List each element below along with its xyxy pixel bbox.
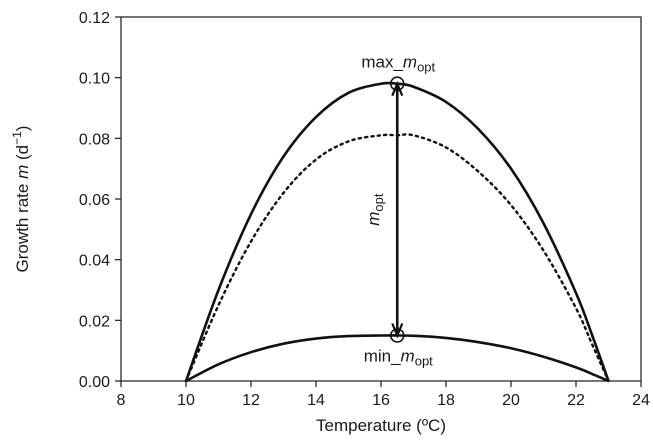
y-axis-title-unit: (d: [13, 145, 32, 165]
x-tick-label: 22: [567, 392, 585, 409]
y-tick-label: 0.12: [79, 10, 110, 27]
annotation-min-pre: min_: [364, 347, 401, 366]
marker-max: [389, 76, 405, 92]
arrow-layer: [391, 80, 404, 339]
y-tick-label: 0.06: [79, 192, 110, 209]
y-axis-title-var: m: [13, 165, 32, 179]
x-tick-label: 18: [437, 392, 455, 409]
y-axis-title: Growth rate m (d−1): [10, 126, 32, 273]
annotation-min-sub: opt: [415, 354, 433, 369]
x-tick-label: 16: [372, 392, 390, 409]
annotation-max-pre: max_: [361, 53, 403, 72]
y-axis-title-prefix: Growth rate: [13, 179, 32, 273]
y-tick-label: 0.00: [79, 374, 110, 391]
arrow-head-down: [391, 323, 404, 339]
x-tick-label: 24: [632, 392, 650, 409]
annotation-max-m-opt: max_mopt: [361, 53, 435, 75]
x-tick-label: 8: [117, 392, 126, 409]
y-axis-title-close: ): [13, 126, 32, 132]
x-tick-label: 12: [242, 392, 260, 409]
annotation-max-var: m: [403, 53, 417, 72]
arrow-head-up: [391, 80, 404, 97]
annotation-mid-sub: opt: [371, 193, 386, 211]
x-tick-label: 14: [307, 392, 325, 409]
y-tick-label: 0.10: [79, 71, 110, 88]
annotation-max-sub: opt: [417, 60, 435, 75]
series-line-solid-0: [184, 81, 610, 382]
annotation-min-m-opt: min_mopt: [364, 347, 433, 369]
y-tick-label: 0.02: [79, 313, 110, 330]
y-axis-title-exp: −1: [10, 131, 24, 145]
x-axis-title: Temperature (ºC): [316, 416, 446, 435]
y-tick-label: 0.08: [79, 131, 110, 148]
x-tick-label: 10: [177, 392, 195, 409]
annotation-m-opt: mopt: [364, 193, 386, 226]
annotation-mid-var: m: [364, 212, 383, 226]
y-tick-label: 0.04: [79, 253, 110, 270]
x-tick-label: 20: [502, 392, 520, 409]
x-axis-ticks: 8 10 12 14 16 18 20 22 24: [117, 381, 650, 409]
y-axis-ticks: 0.00 0.02 0.04 0.06 0.08 0.10 0.12: [79, 10, 121, 391]
marker-min: [389, 328, 405, 343]
annotation-min-var: m: [401, 347, 415, 366]
series-line-dotted: [184, 133, 610, 383]
marker-layer: [389, 76, 405, 343]
